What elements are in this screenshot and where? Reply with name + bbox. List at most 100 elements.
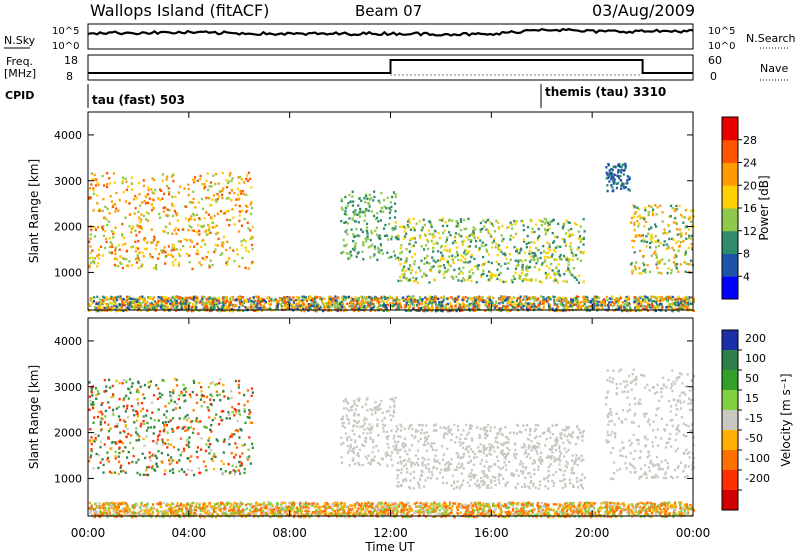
echo-cell <box>228 307 231 311</box>
echo-cell <box>394 236 397 239</box>
echo-cell <box>190 215 193 218</box>
echo-cell <box>658 295 661 299</box>
echo-cell <box>257 295 260 298</box>
echo-cell <box>654 223 657 226</box>
echo-cell <box>430 225 433 229</box>
echo-cell <box>266 297 269 300</box>
echo-cell <box>127 297 130 300</box>
echo-cell <box>136 413 139 416</box>
echo-cell <box>142 214 146 218</box>
echo-cell <box>394 396 397 399</box>
echo-cell <box>107 423 110 426</box>
echo-cell <box>348 193 351 197</box>
echo-cell <box>611 172 614 176</box>
echo-cell <box>627 309 630 312</box>
echo-cell <box>267 307 270 310</box>
echo-cell <box>228 417 231 420</box>
echo-cell <box>174 309 177 312</box>
echo-cell <box>533 230 536 234</box>
echo-cell <box>371 306 374 310</box>
echo-cell <box>605 166 608 169</box>
echo-cell <box>355 404 359 408</box>
echo-cell <box>409 228 412 231</box>
echo-cell <box>556 235 559 239</box>
echo-cell <box>667 303 670 306</box>
echo-cell <box>410 302 413 305</box>
echo-cell <box>652 208 655 211</box>
echo-cell <box>241 209 244 213</box>
echo-cell <box>125 394 128 397</box>
echo-cell <box>208 309 211 313</box>
echo-cell <box>564 243 567 246</box>
echo-cell <box>554 235 557 239</box>
echo-cell <box>130 305 133 309</box>
echo-cell <box>487 296 490 299</box>
echo-cell <box>238 181 241 185</box>
echo-cell <box>688 296 691 299</box>
echo-cell <box>152 178 156 182</box>
echo-cell <box>234 203 237 207</box>
echo-cell <box>169 253 172 257</box>
echo-cell <box>394 221 397 224</box>
echo-cell <box>156 438 159 441</box>
echo-cell <box>504 280 508 283</box>
echo-cell <box>204 243 207 246</box>
echo-cell <box>374 408 377 412</box>
echo-cell <box>533 468 536 471</box>
echo-cell <box>215 413 218 416</box>
echo-cell <box>89 299 92 302</box>
echo-cell <box>521 268 524 271</box>
echo-cell <box>594 295 597 298</box>
echo-cell <box>480 275 483 278</box>
echo-cell <box>582 280 585 283</box>
echo-cell <box>562 309 565 313</box>
echo-cell <box>377 220 380 223</box>
echo-cell <box>489 301 492 304</box>
echo-cell <box>529 279 532 282</box>
echo-cell <box>432 300 435 303</box>
echo-cell <box>142 179 145 182</box>
echo-cell <box>536 259 539 262</box>
echo-cell <box>174 195 177 198</box>
echo-cell <box>203 302 206 305</box>
echo-cell <box>477 264 481 267</box>
echo-cell <box>288 296 291 299</box>
echo-cell <box>184 387 187 390</box>
echo-cell <box>371 243 374 247</box>
echo-cell <box>611 295 614 298</box>
echo-cell <box>496 253 499 257</box>
echo-cell <box>136 411 139 414</box>
echo-cell <box>107 456 110 460</box>
echo-cell <box>323 306 326 309</box>
echo-cell <box>462 277 465 280</box>
echo-cell <box>139 409 143 413</box>
echo-cell <box>642 298 645 302</box>
echo-cell <box>327 302 330 305</box>
echo-cell <box>597 300 600 304</box>
echo-cell <box>473 302 476 305</box>
echo-cell <box>106 458 109 461</box>
echo-cell <box>423 305 426 309</box>
echo-cell <box>459 218 462 221</box>
echo-cell <box>374 401 377 404</box>
echo-cell <box>155 441 158 445</box>
echo-cell <box>538 219 541 222</box>
echo-cell <box>130 188 133 191</box>
echo-cell <box>198 301 201 304</box>
echo-cell <box>205 255 208 259</box>
echo-cell <box>423 248 426 251</box>
echo-cell <box>226 181 229 185</box>
echo-cell <box>378 403 381 406</box>
echo-cell <box>423 485 426 488</box>
echo-cell <box>151 466 154 470</box>
echo-cell <box>390 458 393 461</box>
echo-cell <box>670 237 674 241</box>
echo-cell <box>131 245 135 248</box>
echo-cell <box>276 303 279 306</box>
echo-cell <box>650 240 653 244</box>
echo-cell <box>137 257 140 260</box>
echo-cell <box>392 250 395 253</box>
echo-cell <box>200 395 203 398</box>
echo-cell <box>406 295 409 299</box>
echo-cell <box>478 296 481 299</box>
